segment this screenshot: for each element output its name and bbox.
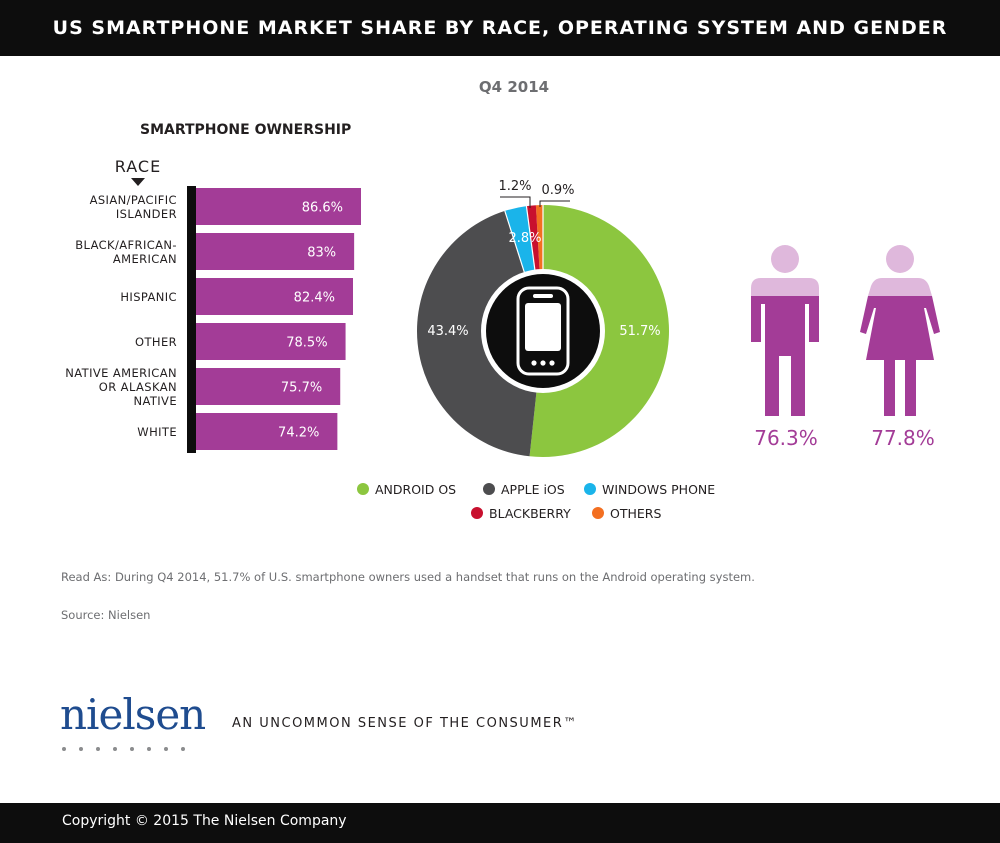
female-figure-icon: [860, 245, 940, 416]
race-arrow-icon: [131, 178, 145, 186]
legend-dot-blackberry: [471, 507, 483, 519]
male-percentage: 76.3%: [754, 426, 818, 450]
race-category-label: NATIVE AMERICAN OR ALASKAN NATIVE: [65, 366, 177, 408]
race-bar: [196, 188, 361, 225]
legend-label-ios: APPLE iOS: [501, 482, 565, 497]
race-bar-value: 82.4%: [294, 291, 335, 306]
race-bar-value: 75.7%: [281, 381, 322, 396]
legend-label-android: ANDROID OS: [375, 482, 457, 497]
race-bar-value: 78.5%: [286, 336, 327, 351]
race-category-label: OTHER: [135, 335, 177, 349]
race-bar: [196, 413, 338, 450]
legend-item-android: ANDROID OS: [357, 482, 456, 497]
race-axis-label: RACE: [114, 157, 162, 176]
legend-label-others: OTHERS: [610, 506, 662, 521]
race-bar: [196, 323, 346, 360]
source-note: Source: Nielsen: [61, 608, 151, 622]
os-donut-chart: 51.7% 43.4% 2.8% 1.2% 0.9%: [417, 179, 670, 457]
race-category-label: BLACK/AFRICAN-AMERICAN: [75, 238, 177, 266]
legend-item-ios: APPLE iOS: [483, 482, 565, 497]
copyright-text: Copyright © 2015 The Nielsen Company: [62, 813, 347, 829]
nielsen-logo: nielsen: [60, 690, 206, 739]
legend-item-blackberry: BLACKBERRY: [471, 506, 571, 521]
period-label: Q4 2014: [478, 78, 550, 96]
legend-item-windows: WINDOWS PHONE: [584, 482, 715, 497]
header-bar: [0, 0, 1000, 56]
legend-item-others: OTHERS: [592, 506, 661, 521]
section-title: SMARTPHONE OWNERSHIP: [140, 122, 352, 138]
race-bar-value: 74.2%: [278, 426, 319, 441]
race-bar-value: 83%: [307, 246, 336, 261]
legend-dot-android: [357, 483, 369, 495]
donut-slice-ios: [417, 210, 543, 457]
donut-label-android: 51.7%: [619, 324, 660, 339]
donut-label-blackberry: 1.2%: [498, 179, 531, 194]
race-category-label: ASIAN/PACIFIC ISLANDER: [90, 193, 177, 221]
footer-bar: [0, 803, 1000, 843]
legend-label-blackberry: BLACKBERRY: [489, 506, 571, 521]
male-figure-icon: [751, 245, 819, 416]
donut-label-ios: 43.4%: [427, 324, 468, 339]
race-axis-line: [187, 186, 196, 453]
legend-dot-ios: [483, 483, 495, 495]
race-bar-chart: 86.6% ASIAN/PACIFIC ISLANDER 83% BLACK/AFRIC…: [65, 186, 361, 453]
donut-label-windows: 2.8%: [508, 231, 541, 246]
legend-dot-others: [592, 507, 604, 519]
race-bar-value: 86.6%: [302, 201, 343, 216]
race-bar: [196, 233, 355, 270]
read-as-note: Read As: During Q4 2014, 51.7% of U.S. s…: [61, 570, 755, 584]
legend-dot-windows: [584, 483, 596, 495]
blackberry-callout-line: [500, 196, 531, 208]
smartphone-icon: [516, 286, 570, 376]
female-percentage: 77.8%: [871, 426, 935, 450]
race-bar: [196, 368, 341, 405]
brand-tagline: AN UNCOMMON SENSE OF THE CONSUMER™: [232, 716, 578, 731]
donut-label-others: 0.9%: [541, 183, 574, 198]
others-callout-line: [539, 200, 570, 207]
race-category-label: WHITE: [137, 425, 177, 439]
legend-label-windows: WINDOWS PHONE: [602, 482, 716, 497]
logo-dots: [62, 738, 198, 756]
page-title: US SMARTPHONE MARKET SHARE BY RACE, OPER…: [52, 17, 948, 39]
race-bar: [196, 278, 353, 315]
race-category-label: HISPANIC: [120, 290, 177, 304]
